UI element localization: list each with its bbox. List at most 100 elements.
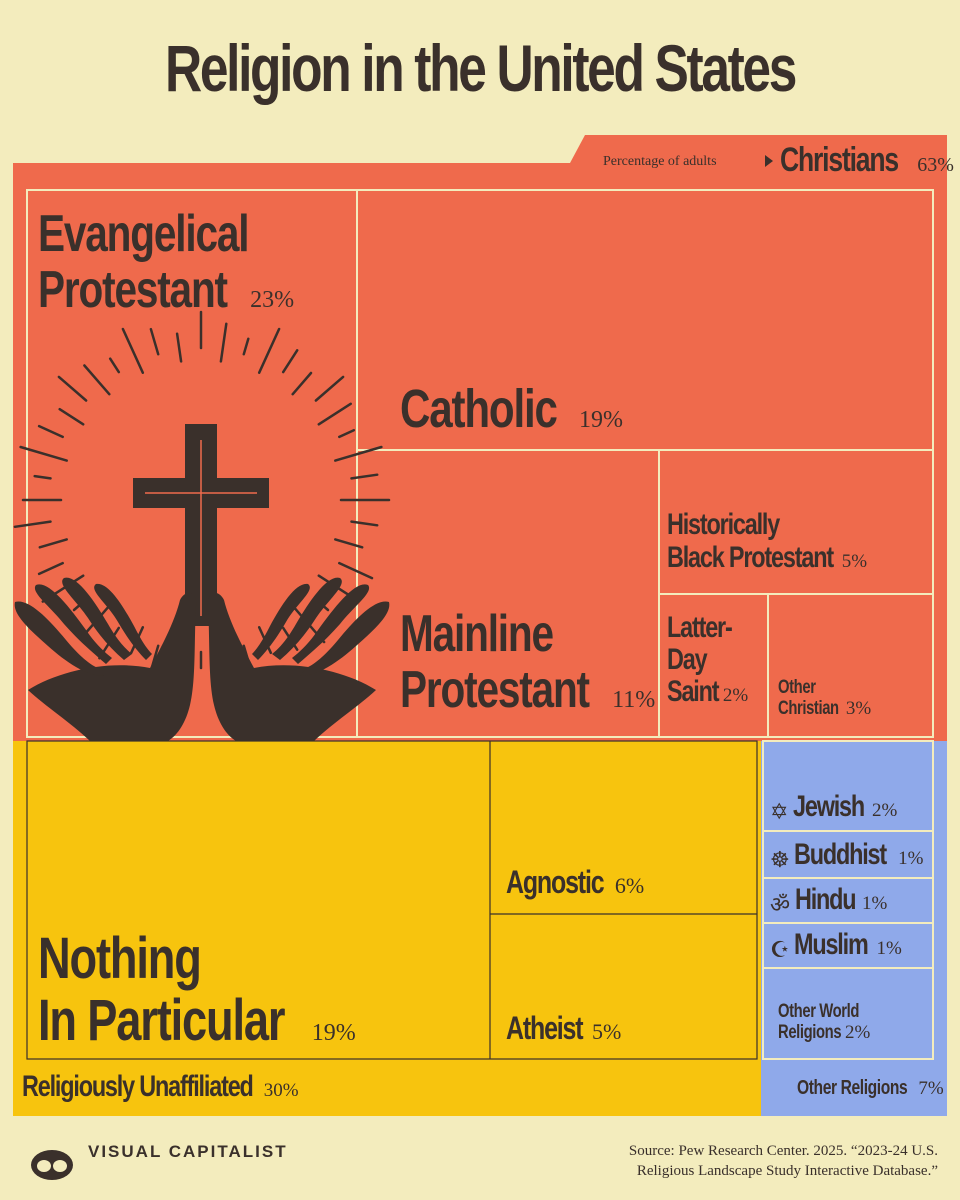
evangelical-line1: Evangelical [38, 205, 250, 263]
header-note: Percentage of adults [603, 153, 717, 169]
label-other-group: Other Religions 7% [797, 1078, 944, 1098]
label-agnostic: Agnostic 6% [506, 866, 644, 898]
ray-line [13, 520, 52, 529]
ray-line [242, 337, 250, 356]
ray-line [175, 332, 183, 363]
other-group-name: Other Religions [797, 1077, 908, 1099]
ray-line [57, 375, 88, 402]
muslim-pct: 1% [876, 938, 902, 959]
brand: VISUAL CAPITALIST [30, 1142, 288, 1162]
ray-line [350, 520, 379, 527]
muslim-name: Muslim [794, 928, 869, 961]
other-tiles [762, 740, 934, 1060]
other-group-pct: 7% [918, 1078, 944, 1099]
ray-line [257, 327, 281, 374]
catholic-pct: 19% [579, 407, 624, 433]
atheist-name: Atheist [506, 1010, 584, 1046]
ray-line [37, 424, 64, 439]
ray-line [38, 538, 68, 549]
label-nothing: Nothing In Particular 19% [38, 930, 356, 1050]
source-line-2: Religious Landscape Study Interactive Da… [636, 1162, 938, 1179]
ray-line [317, 402, 352, 426]
jewish-pct: 2% [871, 800, 898, 821]
evangelical-line2: Protestant [38, 261, 228, 319]
other-religions-group-area [761, 741, 947, 1116]
jewish-name: Jewish [792, 790, 865, 823]
ray-line [219, 322, 228, 363]
lds-line1: Latter- [667, 611, 733, 644]
lds-line3: Saint [667, 675, 720, 708]
crescent-star-icon: ☪ [770, 936, 790, 962]
ray-line [33, 474, 52, 480]
lds-line2: Day [667, 643, 708, 676]
agnostic-name: Agnostic [506, 864, 605, 900]
star-of-david-icon: ✡ [770, 798, 789, 824]
unaffiliated-group-pct: 30% [263, 1080, 299, 1101]
ray-line [291, 371, 313, 396]
agnostic-pct: 6% [614, 873, 645, 898]
ray-line [108, 357, 121, 374]
evangelical-pct: 23% [250, 287, 295, 313]
tile-other-frame [762, 740, 934, 1060]
buddhist-name: Buddhist [794, 838, 887, 871]
label-other-world: Other World Religions 2% [778, 1002, 882, 1042]
other-christian-line2: Christian [778, 698, 839, 719]
brand-name: VISUAL CAPITALIST [88, 1142, 288, 1161]
ray-line [149, 327, 160, 356]
label-unaffiliated-group: Religiously Unaffiliated 30% [22, 1072, 299, 1102]
label-lds: Latter- Day Saint 2% [667, 613, 750, 707]
unaffiliated-tiles [26, 740, 758, 1060]
mainline-line2: Protestant [400, 661, 590, 719]
om-icon: ॐ [770, 891, 791, 917]
label-muslim: ☪ Muslim 1% [770, 930, 902, 961]
tile-unaffiliated-frame [26, 740, 758, 1060]
christians-group-area [13, 135, 947, 741]
other-world-pct: 2% [845, 1022, 871, 1043]
black-protestant-line2: Black Protestant [667, 541, 834, 574]
christians-group-pct: 63% [917, 154, 954, 176]
label-evangelical: Evangelical Protestant 23% [38, 208, 308, 316]
source-citation: Source: Pew Research Center. 2025. “2023… [538, 1142, 938, 1181]
ray-line [338, 428, 356, 439]
label-christians-group: Christians 63% [780, 143, 954, 177]
nothing-line1: Nothing [38, 926, 202, 991]
nothing-line2: In Particular [38, 988, 285, 1053]
other-christian-pct: 3% [845, 698, 872, 719]
ray-line [37, 561, 64, 576]
black-protestant-line1: Historically [667, 508, 780, 541]
ray-line [334, 445, 383, 462]
atheist-pct: 5% [591, 1019, 622, 1044]
ray-line [19, 445, 68, 462]
other-world-line1: Other World [778, 1001, 860, 1022]
unaffiliated-group-name: Religiously Unaffiliated [22, 1070, 254, 1103]
label-other-christian: Other Christian 3% [778, 678, 871, 718]
christians-group-name: Christians [780, 141, 899, 179]
christian-tiles [26, 189, 934, 738]
cross-with-praying-hands-icon [13, 310, 391, 741]
tile-christians-frame [26, 189, 934, 738]
arrow-right-icon [765, 155, 773, 167]
label-atheist: Atheist 5% [506, 1012, 621, 1044]
hindu-pct: 1% [862, 893, 888, 914]
ray-line [338, 561, 374, 580]
ray-line [281, 349, 299, 374]
ray-line [58, 407, 85, 426]
ray-line [334, 538, 364, 549]
mainline-pct: 11% [612, 687, 656, 713]
buddhist-pct: 1% [898, 848, 924, 869]
label-buddhist: ☸ Buddhist 1% [770, 840, 924, 871]
catholic-name: Catholic [400, 379, 558, 439]
label-mainline: Mainline Protestant 11% [400, 608, 655, 716]
ray-line [83, 364, 111, 396]
label-hindu: ॐ Hindu 1% [770, 885, 887, 916]
ray-line [121, 327, 145, 374]
nothing-pct: 19% [311, 1020, 356, 1046]
label-black-protestant: Historically Black Protestant 5% [667, 510, 867, 573]
header-note-text: Percentage of adults [603, 154, 717, 169]
label-jewish: ✡ Jewish 2% [770, 792, 897, 823]
dharma-wheel-icon: ☸ [770, 846, 790, 872]
other-christian-line1: Other [778, 677, 816, 698]
lds-pct: 2% [722, 685, 749, 706]
visual-capitalist-logo-icon [31, 1150, 73, 1180]
